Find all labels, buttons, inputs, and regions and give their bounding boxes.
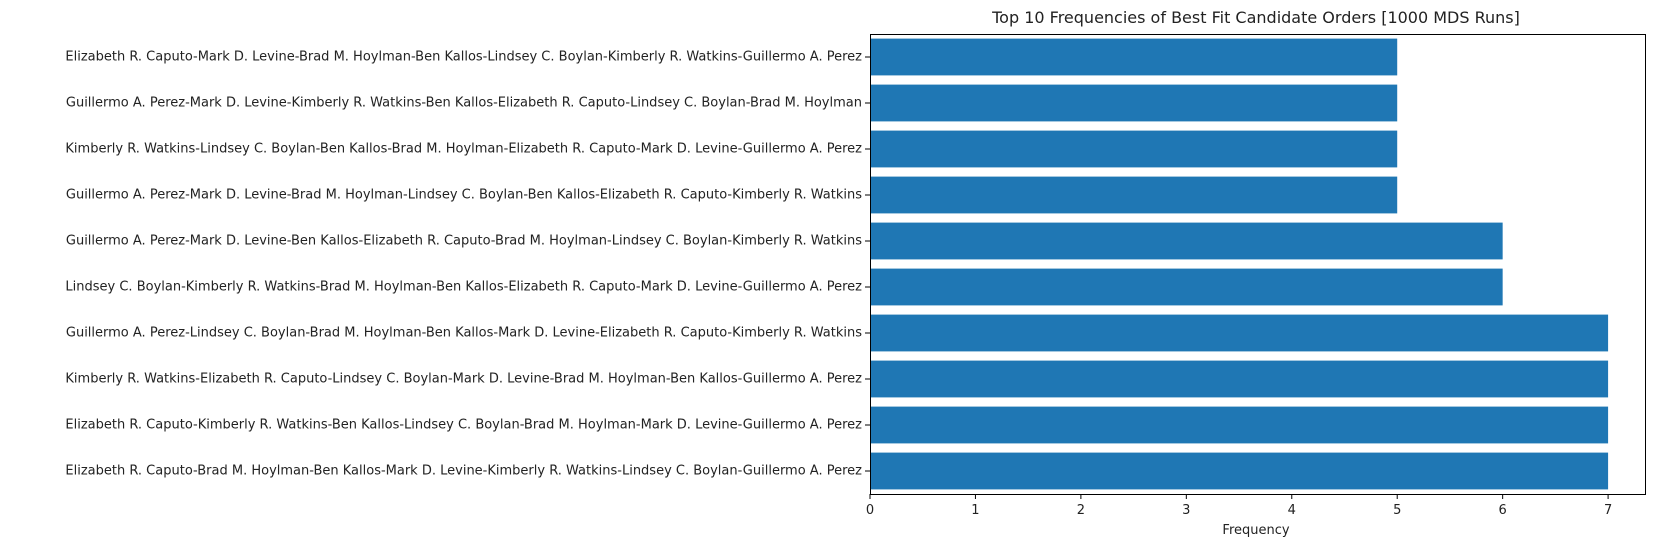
x-tick-label: 7 xyxy=(1604,503,1612,518)
x-tick-label: 0 xyxy=(866,503,874,518)
plot-frame xyxy=(870,34,1646,495)
bar xyxy=(870,360,1609,398)
y-tick-label: Guillermo A. Perez-Mark D. Levine-Ben Ka… xyxy=(66,234,862,249)
bar xyxy=(870,176,1398,214)
y-tick-labels: Elizabeth R. Caputo-Mark D. Levine-Brad … xyxy=(65,50,870,479)
bar xyxy=(870,406,1609,444)
x-tick-label: 3 xyxy=(1182,503,1190,518)
bar xyxy=(870,314,1609,352)
bars-layer xyxy=(870,38,1609,490)
x-axis-label: Frequency xyxy=(1222,523,1289,538)
y-tick-label: Guillermo A. Perez-Mark D. Levine-Kimber… xyxy=(66,96,862,111)
x-axis-ticks: 0 1 2 3 4 5 6 7 xyxy=(866,494,1612,518)
y-tick-label: Guillermo A. Perez-Mark D. Levine-Brad M… xyxy=(66,188,862,203)
y-tick-label: Kimberly R. Watkins-Elizabeth R. Caputo-… xyxy=(65,372,862,387)
y-tick-label: Elizabeth R. Caputo-Brad M. Hoylman-Ben … xyxy=(65,464,862,479)
bar xyxy=(870,222,1503,260)
chart-title: Top 10 Frequencies of Best Fit Candidate… xyxy=(991,8,1520,27)
x-tick-label: 5 xyxy=(1393,503,1401,518)
y-tick-label: Guillermo A. Perez-Lindsey C. Boylan-Bra… xyxy=(66,326,862,341)
y-tick-label: Kimberly R. Watkins-Lindsey C. Boylan-Be… xyxy=(65,142,862,157)
x-tick-label: 6 xyxy=(1499,503,1507,518)
x-tick-label: 4 xyxy=(1288,503,1296,518)
x-tick-label: 2 xyxy=(1077,503,1085,518)
bar xyxy=(870,268,1503,306)
bar xyxy=(870,84,1398,122)
y-tick-label: Elizabeth R. Caputo-Mark D. Levine-Brad … xyxy=(65,50,862,65)
bar xyxy=(870,38,1398,76)
bar xyxy=(870,452,1609,490)
y-tick-label: Lindsey C. Boylan-Kimberly R. Watkins-Br… xyxy=(65,280,862,295)
y-tick-label: Elizabeth R. Caputo-Kimberly R. Watkins-… xyxy=(65,418,862,433)
bar xyxy=(870,130,1398,168)
x-tick-label: 1 xyxy=(971,503,979,518)
